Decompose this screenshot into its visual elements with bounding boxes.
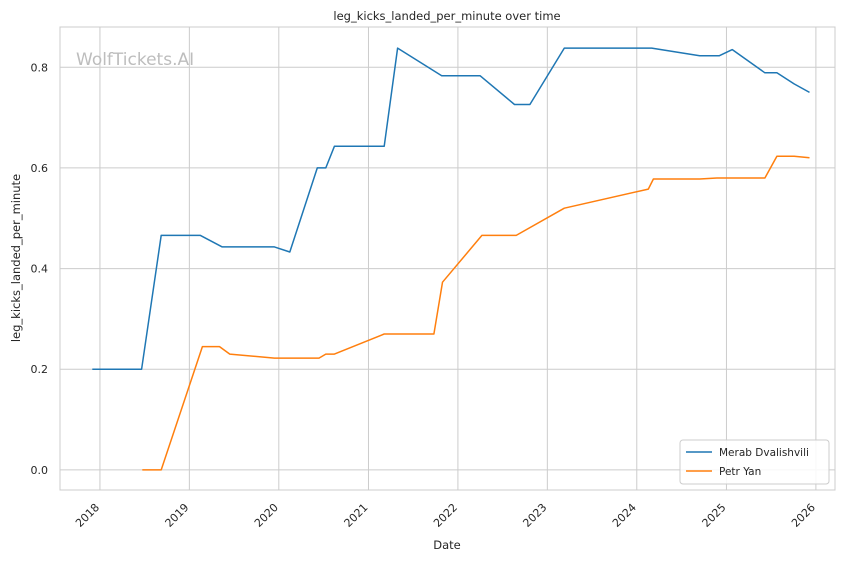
legend-label-petr: Petr Yan bbox=[719, 466, 761, 478]
chart-title: leg_kicks_landed_per_minute over time bbox=[333, 9, 560, 23]
series-layer bbox=[92, 47, 810, 471]
x-axis-ticks: 2018 2019 2020 2021 2022 2023 2024 2025 2026 bbox=[73, 501, 818, 530]
x-tick-label: 2020 bbox=[252, 501, 281, 530]
plot-background bbox=[60, 27, 835, 490]
legend: Merab Dvalishvili Petr Yan bbox=[679, 439, 830, 485]
x-tick-label: 2026 bbox=[789, 501, 818, 530]
plot-frame bbox=[59, 26, 836, 491]
y-axis-label: leg_kicks_landed_per_minute bbox=[9, 174, 23, 342]
y-tick-label: 0.4 bbox=[31, 263, 49, 276]
x-tick-label: 2024 bbox=[610, 501, 639, 530]
legend-box bbox=[679, 439, 830, 485]
y-tick-label: 0.8 bbox=[31, 61, 49, 74]
legend-label-merab: Merab Dvalishvili bbox=[719, 447, 809, 459]
x-tick-label: 2023 bbox=[520, 501, 549, 530]
series-line-petr bbox=[142, 155, 810, 471]
x-tick-label: 2021 bbox=[342, 501, 371, 530]
x-tick-label: 2022 bbox=[431, 501, 460, 530]
watermark: WolfTickets.AI bbox=[76, 50, 194, 70]
y-axis-ticks: 0.0 0.2 0.4 0.6 0.8 bbox=[31, 61, 49, 477]
x-tick-label: 2019 bbox=[163, 501, 192, 530]
x-tick-label: 2025 bbox=[700, 501, 729, 530]
x-axis-label: Date bbox=[433, 538, 461, 552]
y-tick-label: 0.2 bbox=[31, 363, 49, 376]
series-line-merab bbox=[92, 47, 810, 370]
y-tick-label: 0.0 bbox=[31, 464, 49, 477]
y-tick-label: 0.6 bbox=[31, 162, 49, 175]
x-tick-label: 2018 bbox=[73, 501, 102, 530]
